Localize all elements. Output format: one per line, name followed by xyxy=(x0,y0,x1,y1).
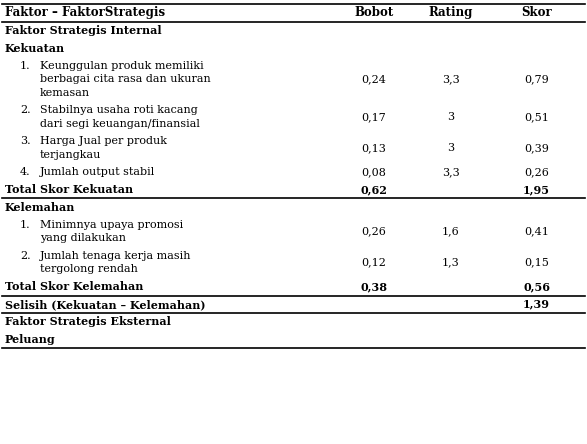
Text: 0,26: 0,26 xyxy=(524,167,549,177)
Text: 2.: 2. xyxy=(20,105,31,115)
Text: dari segi keuangan/finansial: dari segi keuangan/finansial xyxy=(40,119,200,129)
Text: Selisih (Kekuatan – Kelemahan): Selisih (Kekuatan – Kelemahan) xyxy=(5,299,205,310)
Text: Jumlah tenaga kerja masih: Jumlah tenaga kerja masih xyxy=(40,251,191,261)
Text: Stabilnya usaha roti kacang: Stabilnya usaha roti kacang xyxy=(40,105,198,115)
Text: Rating: Rating xyxy=(429,7,473,20)
Text: Total Skor Kelemahan: Total Skor Kelemahan xyxy=(5,281,143,292)
Text: 3: 3 xyxy=(447,112,454,122)
Text: Skor: Skor xyxy=(521,7,552,20)
Text: 3.: 3. xyxy=(20,136,31,146)
Text: Harga Jual per produk: Harga Jual per produk xyxy=(40,136,167,146)
Text: 0,26: 0,26 xyxy=(362,226,386,237)
Text: Kelemahan: Kelemahan xyxy=(5,202,75,213)
Text: 0,51: 0,51 xyxy=(524,112,549,122)
Text: 1,95: 1,95 xyxy=(523,184,550,195)
Text: berbagai cita rasa dan ukuran: berbagai cita rasa dan ukuran xyxy=(40,74,211,84)
Text: 0,12: 0,12 xyxy=(362,258,386,267)
Text: 1,39: 1,39 xyxy=(523,299,550,310)
Text: 1.: 1. xyxy=(20,220,31,230)
Text: Jumlah output stabil: Jumlah output stabil xyxy=(40,167,155,177)
Text: 0,08: 0,08 xyxy=(362,167,386,177)
Text: 0,17: 0,17 xyxy=(362,112,386,122)
Text: Minimnya upaya promosi: Minimnya upaya promosi xyxy=(40,220,183,230)
Text: Bobot: Bobot xyxy=(355,7,393,20)
Text: 3,3: 3,3 xyxy=(442,167,460,177)
Text: Peluang: Peluang xyxy=(5,334,56,345)
Text: 1.: 1. xyxy=(20,61,31,71)
Text: 1,3: 1,3 xyxy=(442,258,460,267)
Text: 0,62: 0,62 xyxy=(360,184,387,195)
Text: 3: 3 xyxy=(447,143,454,153)
Text: yang dilakukan: yang dilakukan xyxy=(40,233,126,243)
Text: terjangkau: terjangkau xyxy=(40,150,102,160)
Text: Faktor – FaktorStrategis: Faktor – FaktorStrategis xyxy=(5,7,165,20)
Text: 4.: 4. xyxy=(20,167,31,177)
Text: 0,13: 0,13 xyxy=(362,143,386,153)
Text: 1,6: 1,6 xyxy=(442,226,460,237)
Text: tergolong rendah: tergolong rendah xyxy=(40,264,138,274)
Text: 0,39: 0,39 xyxy=(524,143,549,153)
Text: 2.: 2. xyxy=(20,251,31,261)
Text: Kekuatan: Kekuatan xyxy=(5,43,65,54)
Text: 0,38: 0,38 xyxy=(360,281,387,292)
Text: 0,56: 0,56 xyxy=(523,281,550,292)
Text: 0,15: 0,15 xyxy=(524,258,549,267)
Text: Faktor Strategis Eksternal: Faktor Strategis Eksternal xyxy=(5,316,171,327)
Text: Faktor Strategis Internal: Faktor Strategis Internal xyxy=(5,25,161,36)
Text: 0,79: 0,79 xyxy=(524,74,549,84)
Text: kemasan: kemasan xyxy=(40,88,90,98)
Text: Keunggulan produk memiliki: Keunggulan produk memiliki xyxy=(40,61,204,71)
Text: 0,41: 0,41 xyxy=(524,226,549,237)
Text: 0,24: 0,24 xyxy=(362,74,386,84)
Text: Total Skor Kekuatan: Total Skor Kekuatan xyxy=(5,184,133,195)
Text: 3,3: 3,3 xyxy=(442,74,460,84)
